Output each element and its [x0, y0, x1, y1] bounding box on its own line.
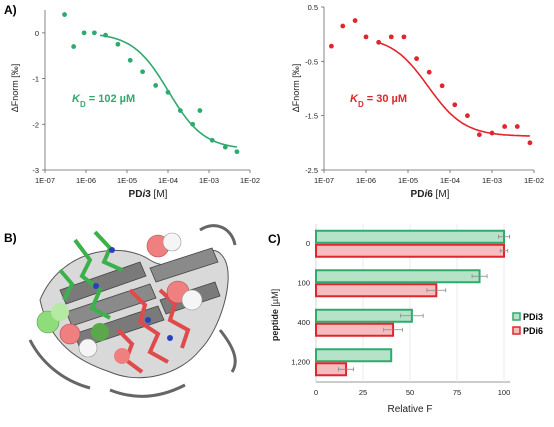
- data-point: [502, 124, 508, 129]
- x-tick-label: 1E-03: [482, 176, 502, 185]
- x-axis-label-relative-f: Relative F: [387, 404, 432, 415]
- x-tick-label: 0: [314, 388, 318, 397]
- data-point: [71, 44, 77, 49]
- category-label: 400: [297, 318, 310, 327]
- data-point: [527, 140, 533, 146]
- x-tick-label: 1E-07: [314, 176, 334, 185]
- x-axis-label-pdi6: PDi6 [M]: [411, 189, 450, 200]
- binding-curve-pdi3: ΔFnorm [‰] 0 -1 -2 -3 1E-07 1E-06 1E-05 1E-04 1…: [10, 10, 260, 200]
- x-tick-label: 1E-06: [76, 176, 96, 185]
- x-tick-label: 1E-04: [440, 176, 460, 185]
- x-axis-label-pdi3: PDi3 [M]: [129, 189, 168, 200]
- bar-pdi6: [315, 322, 395, 337]
- protein-structure-illustration: [28, 224, 237, 398]
- category-label: 1,200: [291, 357, 310, 366]
- panel-label-b: B): [4, 231, 17, 245]
- x-tick-label: 25: [359, 388, 367, 397]
- data-point: [465, 113, 470, 119]
- panel-label-a: A): [4, 3, 17, 17]
- y-tick-label: -1.5: [305, 112, 318, 121]
- data-point: [514, 124, 520, 129]
- x-tick-label: 1E-02: [524, 176, 544, 185]
- x-tick-label: 1E-06: [356, 176, 376, 185]
- data-point: [328, 43, 334, 49]
- data-point: [376, 39, 382, 45]
- y-tick-label: 0.5: [308, 3, 318, 12]
- data-point: [489, 130, 495, 136]
- data-point: [177, 108, 183, 113]
- binding-curve-pdi6: ΔFnorm [‰] 0.5 -0.5 -1.5 -2.5 1E-07 1E-06 1E-…: [291, 3, 544, 200]
- data-point: [452, 102, 458, 108]
- y-tick-label: -1: [32, 75, 39, 84]
- x-tick-label: 1E-03: [199, 176, 219, 185]
- fit-curve-pdi6: [380, 42, 530, 137]
- legend: PDi3 PDi6: [512, 312, 543, 336]
- data-point: [209, 137, 215, 143]
- y-tick-label: -2: [32, 120, 39, 129]
- x-tick-label: 100: [498, 388, 511, 397]
- data-point: [165, 89, 171, 95]
- legend-swatch-pdi3: [512, 312, 521, 321]
- relative-f-bar-chart: peptide [µM] 0 100 400 1,200 0 25 50 75 100 Rel…: [270, 224, 543, 415]
- bar-pdi3: [315, 308, 413, 323]
- bar-pdi3: [315, 229, 505, 244]
- data-point: [62, 12, 67, 17]
- data-point: [340, 23, 346, 29]
- y-tick-label: -3: [32, 166, 39, 175]
- y-tick-label: 0: [35, 29, 39, 38]
- bar-pdi3: [315, 348, 393, 363]
- x-tick-label: 1E-04: [158, 176, 178, 185]
- x-tick-label: 1E-07: [35, 176, 55, 185]
- data-point: [81, 30, 87, 36]
- data-point: [190, 121, 196, 127]
- legend-label-pdi3: PDi3: [523, 312, 543, 322]
- data-point: [197, 108, 203, 113]
- data-point: [115, 41, 121, 47]
- bar-pdi3: [315, 269, 481, 284]
- panel-label-c: C): [268, 232, 281, 246]
- data-point: [401, 34, 407, 40]
- data-point: [103, 32, 108, 38]
- data-point: [388, 34, 394, 40]
- x-tick-label: 1E-05: [398, 176, 418, 185]
- data-point: [476, 132, 482, 138]
- data-point: [234, 149, 240, 155]
- x-tick-label: 1E-02: [240, 176, 260, 185]
- y-tick-label: -2.5: [305, 166, 318, 175]
- y-axis-label-pdi3: ΔFnorm [‰]: [10, 64, 20, 113]
- data-point: [127, 57, 133, 63]
- legend-swatch-pdi6: [512, 326, 521, 335]
- x-tick-label: 1E-05: [117, 176, 137, 185]
- data-point: [153, 83, 159, 88]
- data-point: [91, 30, 97, 36]
- data-point: [222, 144, 228, 150]
- data-point: [140, 69, 145, 75]
- data-point: [426, 69, 432, 75]
- bar-pdi6: [315, 243, 505, 258]
- data-point: [352, 18, 358, 23]
- category-label: 100: [297, 278, 310, 287]
- y-axis-label-pdi6: ΔFnorm [‰]: [291, 64, 301, 113]
- x-tick-label: 75: [453, 388, 461, 397]
- bar-pdi6: [315, 283, 438, 298]
- category-label: 0: [306, 239, 310, 248]
- y-axis-label-peptide: peptide [µM]: [270, 289, 280, 341]
- kd-annotation-pdi6: KD = 30 µM: [350, 93, 407, 109]
- x-tick-label: 50: [406, 388, 414, 397]
- data-point: [439, 83, 445, 89]
- y-tick-label: -0.5: [305, 57, 318, 66]
- data-point: [363, 34, 369, 40]
- data-point: [414, 56, 419, 62]
- kd-annotation-pdi3: KD = 102 µM: [72, 93, 135, 109]
- legend-label-pdi6: PDi6: [523, 326, 543, 336]
